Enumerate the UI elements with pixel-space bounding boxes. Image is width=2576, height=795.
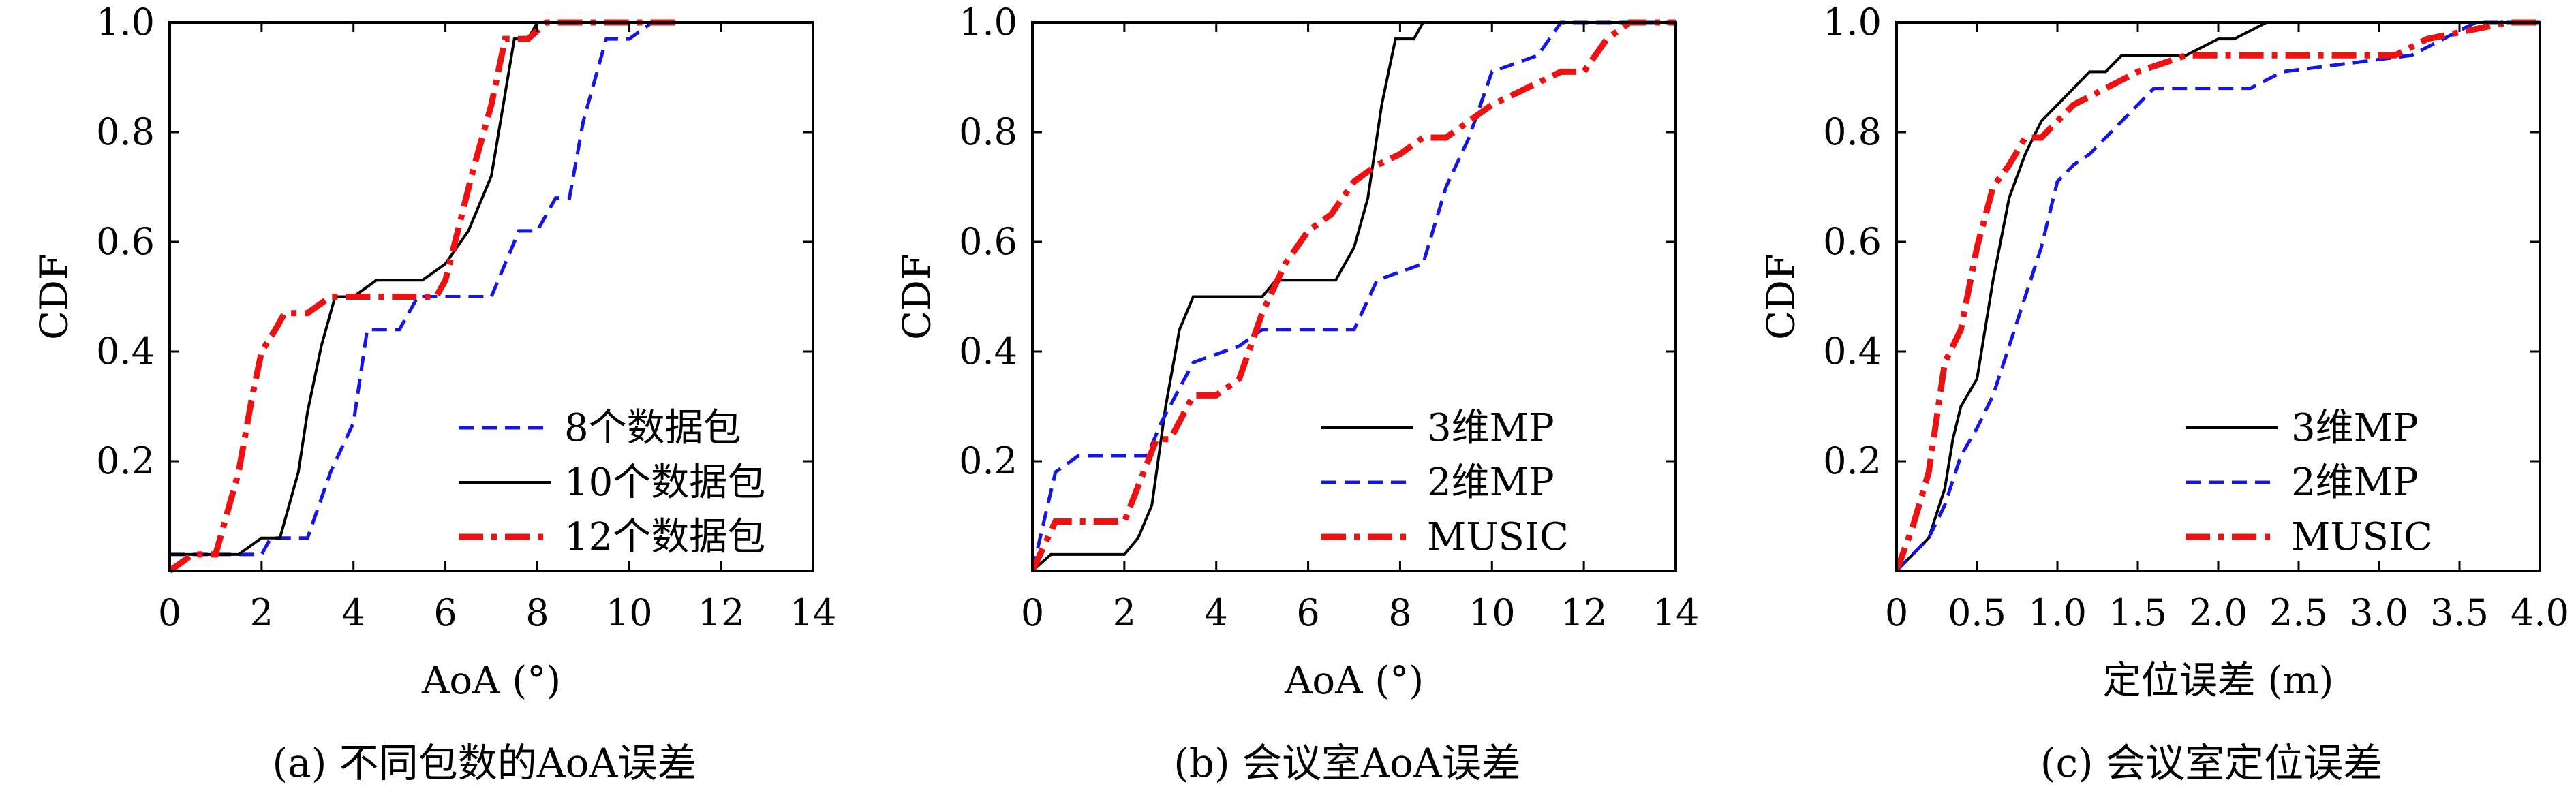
y-tick-label: 0.8 <box>1823 110 1882 153</box>
x-tick-label: 8 <box>525 591 549 634</box>
y-tick-label: 0.6 <box>1823 220 1882 263</box>
y-tick-label: 0.4 <box>959 330 1017 373</box>
x-tick-label: 4 <box>1205 591 1228 634</box>
legend-label-1: 3维MP <box>2291 406 2419 450</box>
x-tick-label: 14 <box>1653 591 1700 634</box>
x-tick-label: 2.5 <box>2269 591 2328 634</box>
series-line-3 <box>170 19 675 574</box>
x-axis-label: AoA (°) <box>421 659 561 703</box>
series-line-1 <box>1897 21 2540 572</box>
panel-caption: (b) 会议室AoA误差 <box>1174 740 1521 786</box>
y-tick-label: 0.2 <box>96 439 155 482</box>
y-tick-label: 0.2 <box>1823 439 1882 482</box>
panel-caption: (a) 不同包数的AoA误差 <box>273 740 697 786</box>
y-tick-label: 0.8 <box>959 110 1017 153</box>
panel-a: 0 2 4 6 8 10 12 14 0.2 0.4 0.6 0.8 1.0 AoA (°) CDF (a) … <box>33 1 837 786</box>
series-line-2 <box>170 21 583 556</box>
legend-label-3: MUSIC <box>2291 515 2433 559</box>
series-line-1 <box>1032 22 1424 572</box>
legend-label-2: 2维MP <box>1427 461 1554 505</box>
y-tick-label: 0.6 <box>959 220 1017 263</box>
y-axis-label: CDF <box>895 253 940 340</box>
x-tick-label: 6 <box>433 591 457 634</box>
x-tick-label: 1.5 <box>2109 591 2167 634</box>
x-tick-label: 6 <box>1296 591 1319 634</box>
y-tick-label: 0.2 <box>959 439 1017 482</box>
panel-b: 0 2 4 6 8 10 12 14 0.2 0.4 0.6 0.8 1.0 AoA (°) CDF (b) … <box>895 1 1700 786</box>
legend-label-2: 2维MP <box>2291 461 2419 505</box>
x-tick-label: 2.0 <box>2189 591 2248 634</box>
x-axis-label: 定位误差 (m) <box>2103 659 2334 703</box>
x-tick-label: 14 <box>790 591 837 634</box>
x-tick-label: 2 <box>1113 591 1136 634</box>
x-tick-label: 4.0 <box>2511 591 2569 634</box>
y-tick-label: 1.0 <box>959 1 1017 44</box>
x-tick-label: 3.5 <box>2430 591 2489 634</box>
y-tick-label: 0.4 <box>96 330 155 373</box>
x-tick-label: 0.5 <box>1948 591 2006 634</box>
x-tick-label: 0 <box>158 591 181 634</box>
y-tick-label: 0.6 <box>96 220 155 263</box>
y-tick-label: 0.4 <box>1823 330 1882 373</box>
x-tick-label: 0 <box>1021 591 1044 634</box>
x-tick-label: 1.0 <box>2028 591 2087 634</box>
legend-label-1: 8个数据包 <box>564 406 741 450</box>
x-tick-label: 0 <box>1885 591 1908 634</box>
series-line-2 <box>1897 20 2540 572</box>
legend-label-3: 12个数据包 <box>564 515 765 559</box>
legend-label-1: 3维MP <box>1427 406 1554 450</box>
series-line-3 <box>1897 19 2540 572</box>
y-axis-label: CDF <box>33 253 77 340</box>
series-line-2 <box>1032 20 1676 572</box>
legend-label-3: MUSIC <box>1427 515 1569 559</box>
plot-frame <box>1895 21 2541 572</box>
y-axis-label: CDF <box>1760 253 1804 340</box>
x-tick-label: 2 <box>250 591 273 634</box>
y-tick-label: 0.8 <box>96 110 155 153</box>
x-tick-label: 3.0 <box>2350 591 2408 634</box>
y-tick-label: 1.0 <box>1823 1 1882 44</box>
plot-frame <box>1031 21 1677 572</box>
x-tick-label: 4 <box>342 591 365 634</box>
y-tick-label: 1.0 <box>96 1 155 44</box>
panel-c: 0 0.5 1.0 1.5 2.0 2.5 3.0 3.5 4.0 0.2 0.4 0.6 0.8 1.0… <box>1760 1 2569 786</box>
series-line-3 <box>1032 19 1676 572</box>
x-tick-label: 12 <box>1561 591 1608 634</box>
x-tick-label: 10 <box>1469 591 1516 634</box>
legend-label-2: 10个数据包 <box>564 461 765 505</box>
panel-caption: (c) 会议室定位误差 <box>2040 740 2382 786</box>
x-tick-label: 8 <box>1388 591 1411 634</box>
x-axis-label: AoA (°) <box>1284 659 1424 703</box>
x-tick-label: 10 <box>606 591 653 634</box>
x-tick-label: 12 <box>698 591 745 634</box>
plot-frame <box>168 21 814 572</box>
